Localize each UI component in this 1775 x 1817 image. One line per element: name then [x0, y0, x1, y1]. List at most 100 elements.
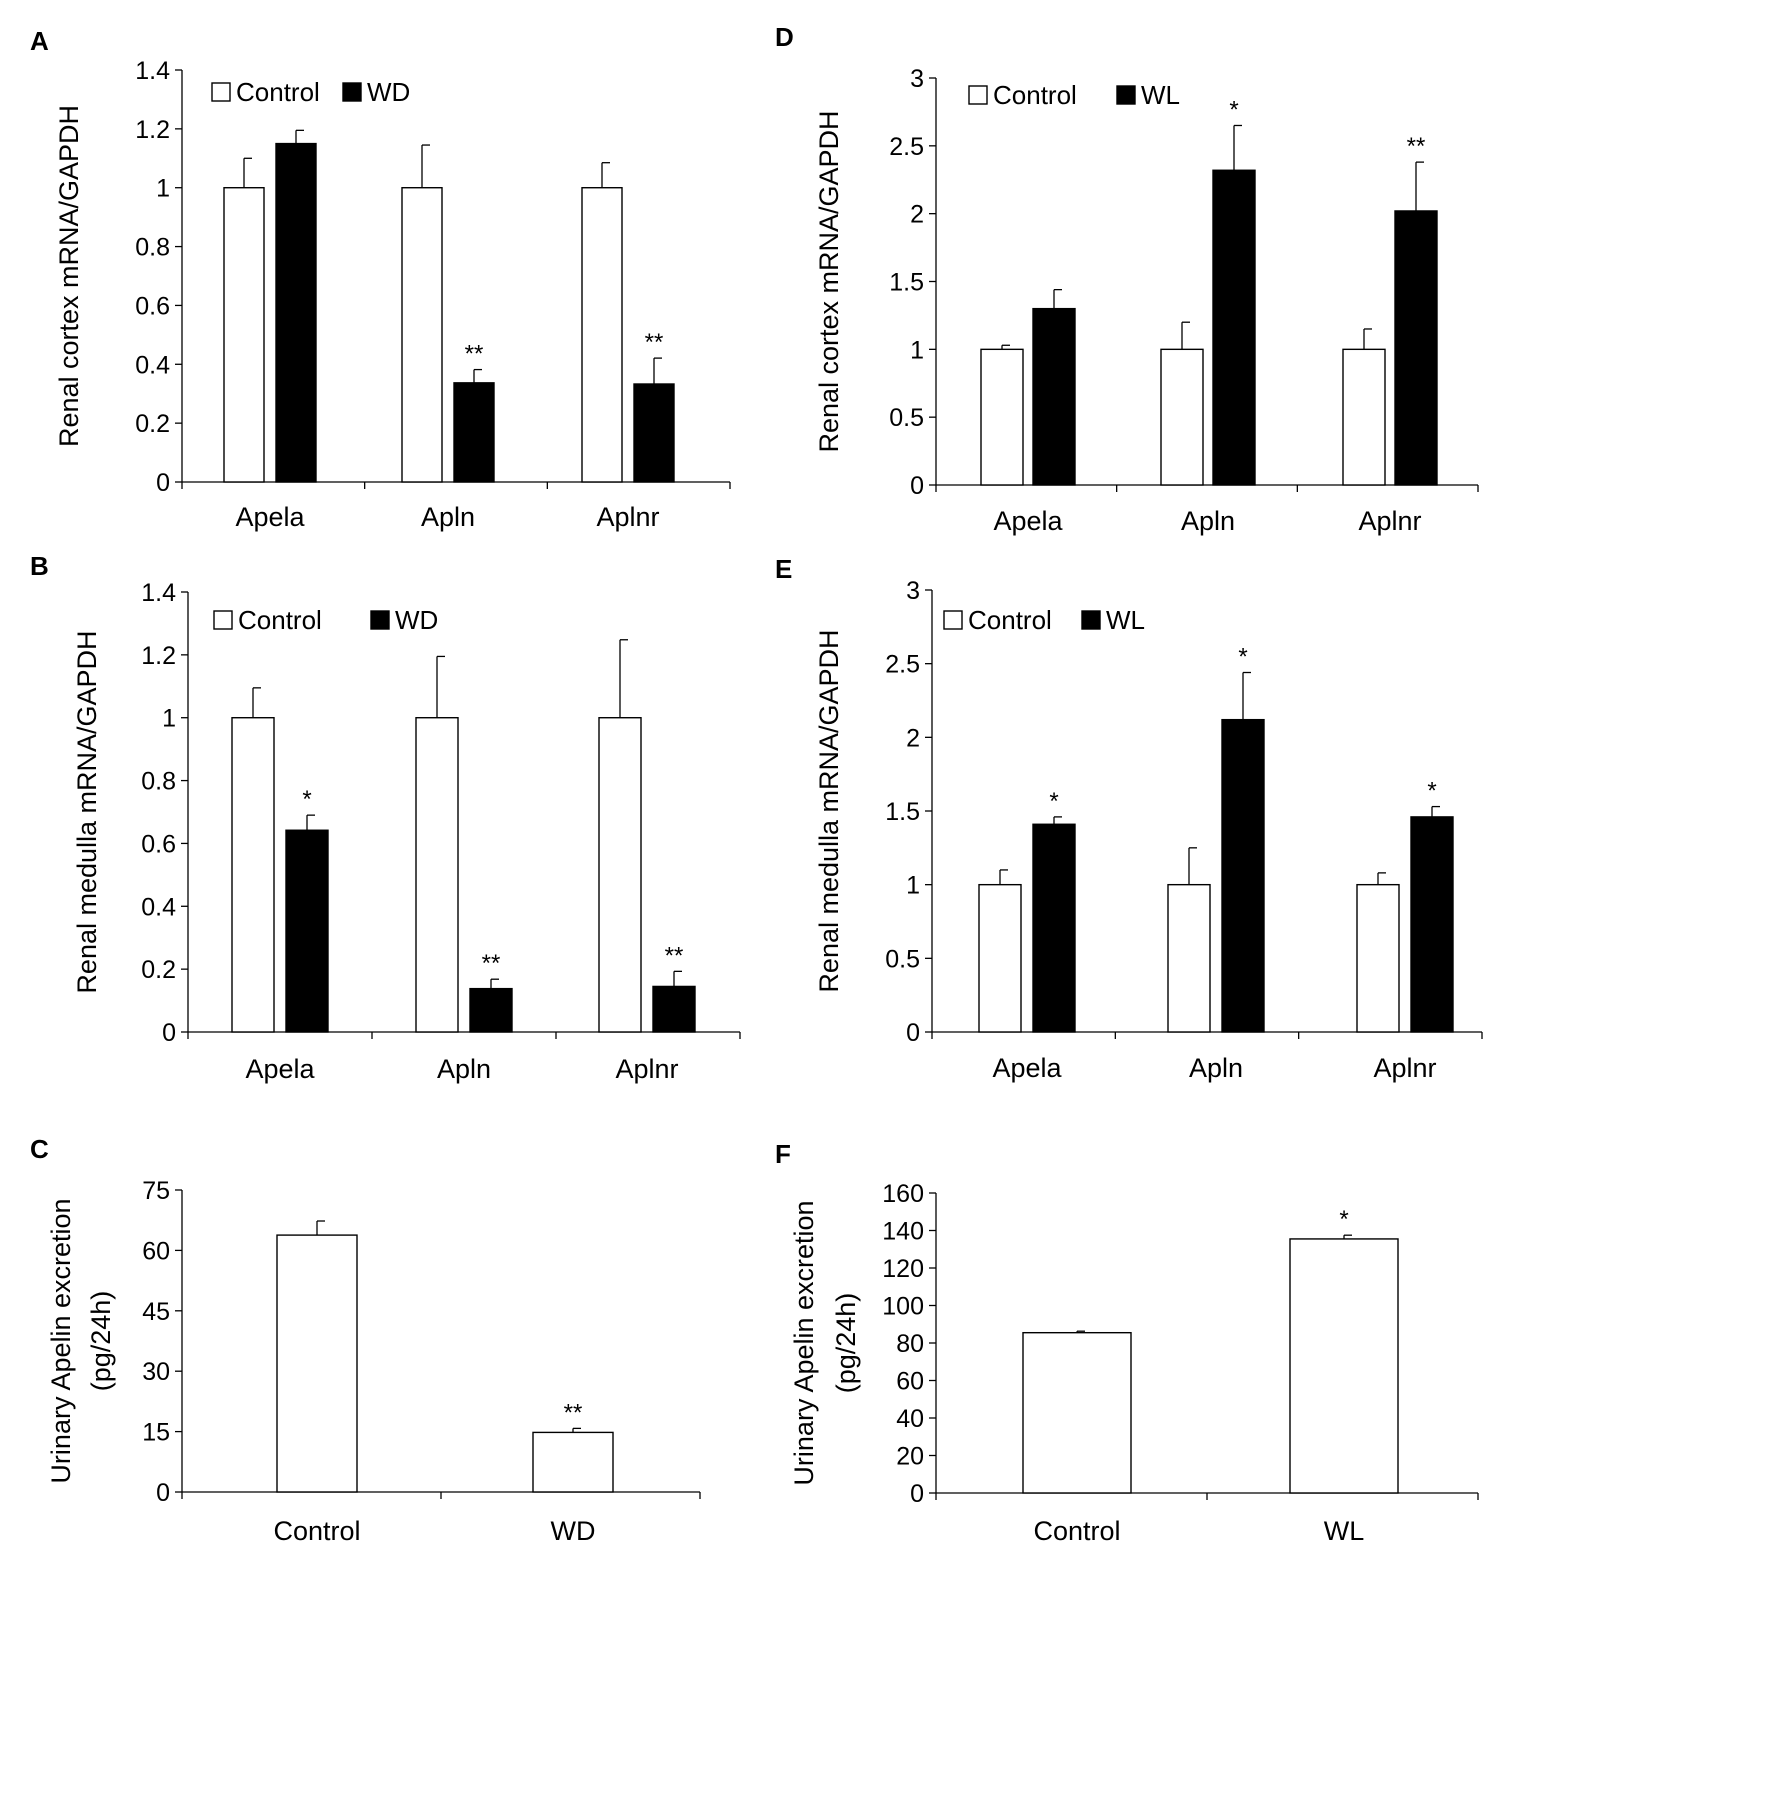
significance-label: * — [302, 786, 311, 813]
y-tick-label: 1.5 — [885, 798, 920, 826]
significance-label: * — [1427, 778, 1436, 805]
y-tick-label: 15 — [142, 1419, 170, 1447]
y-tick-label: 75 — [142, 1177, 170, 1205]
panel-a: A Renal cortex mRNA/GAPDH 0 0.2 0.4 0.6 0.8 1 1.… — [30, 26, 731, 532]
y-tick-label: 140 — [882, 1218, 924, 1246]
panel-label: A — [30, 26, 49, 56]
x-tick-label: Aplnr — [1358, 506, 1421, 536]
x-tick-label: Control — [273, 1516, 360, 1546]
bar — [532, 1431, 614, 1493]
bar — [276, 1234, 358, 1493]
x-tick-label: Apela — [993, 506, 1063, 536]
bar — [1356, 883, 1400, 1033]
y-tick-label: 0 — [156, 1479, 170, 1507]
y-tick-label: 0.6 — [135, 292, 170, 320]
bar — [453, 382, 495, 483]
y-tick-label: 0 — [156, 469, 170, 497]
y-tick-label: 0.8 — [141, 768, 176, 796]
x-tick-label: Aplnr — [1373, 1053, 1436, 1083]
y-tick-label: 60 — [142, 1237, 170, 1265]
panel-label: D — [775, 22, 794, 52]
bar — [1032, 823, 1076, 1033]
y-tick-label: 0.2 — [141, 956, 176, 984]
y-tick-label: 2.5 — [885, 651, 920, 679]
y-tick-label: 60 — [896, 1368, 924, 1396]
significance-label: * — [1229, 96, 1238, 123]
panel-label: B — [30, 551, 49, 581]
bar — [415, 717, 459, 1033]
y-tick-label: 0.5 — [889, 404, 924, 432]
bar — [1410, 816, 1454, 1033]
y-tick-label: 1 — [156, 175, 170, 203]
legend-swatch-control — [211, 82, 231, 102]
y-tick-label: 0.2 — [135, 410, 170, 438]
y-tick-label: 120 — [882, 1255, 924, 1283]
y-axis-label: Renal medulla mRNA/GAPDH — [72, 630, 102, 993]
bar — [652, 985, 696, 1033]
significance-label: ** — [482, 950, 501, 977]
y-tick-label: 1.2 — [141, 642, 176, 670]
y-tick-label: 30 — [142, 1358, 170, 1386]
y-tick-label: 45 — [142, 1298, 170, 1326]
y-axis-label: Renal medulla mRNA/GAPDH — [814, 629, 844, 992]
y-axis-label-line: Urinary Apelin excretion — [789, 1200, 819, 1485]
x-tick-label: WL — [1324, 1516, 1365, 1546]
y-tick-label: 0.6 — [141, 830, 176, 858]
legend-swatch-treated — [1081, 610, 1101, 630]
significance-label: ** — [1407, 133, 1426, 160]
bar — [1167, 883, 1211, 1033]
bar — [1160, 348, 1204, 486]
y-axis-label-line: (pg/24h) — [86, 1291, 116, 1392]
panel-label: E — [775, 554, 792, 584]
bar — [285, 829, 329, 1033]
panel-b: B Renal medulla mRNA/GAPDH 0 0.2 0.4 0.6 0.8 1 1… — [30, 551, 741, 1084]
panel-d: D Renal cortex mRNA/GAPDH 0 0.5 1 1.5 2 2.5 3 Ape… — [775, 22, 1479, 536]
bar — [469, 987, 513, 1033]
bar — [1289, 1238, 1399, 1494]
legend-swatch-control — [943, 610, 963, 630]
bar — [978, 883, 1022, 1033]
y-tick-label: 0 — [906, 1019, 920, 1047]
legend-label: Control — [238, 605, 322, 635]
y-tick-label: 1 — [906, 872, 920, 900]
x-tick-label: WD — [551, 1516, 596, 1546]
y-tick-label: 0.4 — [141, 893, 176, 921]
y-tick-label: 0.4 — [135, 351, 170, 379]
bar — [581, 187, 623, 483]
significance-label: ** — [645, 329, 664, 356]
y-tick-label: 2.5 — [889, 133, 924, 161]
x-tick-label: Apela — [992, 1053, 1062, 1083]
y-tick-label: 80 — [896, 1330, 924, 1358]
y-axis-label: Renal cortex mRNA/GAPDH — [814, 110, 844, 452]
y-tick-label: 2 — [910, 201, 924, 229]
bar — [1032, 307, 1076, 486]
y-axis-label-line: (pg/24h) — [831, 1293, 861, 1394]
panel-f: F Urinary Apelin excretion (pg/24h) 0 20 40 60… — [775, 1139, 1479, 1546]
y-tick-label: 0.5 — [885, 945, 920, 973]
legend-label: WD — [367, 77, 410, 107]
legend-swatch-treated — [370, 610, 390, 630]
y-tick-label: 0 — [910, 472, 924, 500]
y-tick-label: 1 — [162, 705, 176, 733]
y-tick-label: 1 — [910, 336, 924, 364]
bar — [1394, 210, 1438, 486]
legend-swatch-control — [968, 85, 988, 105]
y-tick-label: 40 — [896, 1405, 924, 1433]
bar — [633, 383, 675, 483]
panel-label: C — [30, 1134, 49, 1164]
y-tick-label: 100 — [882, 1293, 924, 1321]
bar — [1221, 718, 1265, 1033]
y-tick-label: 0.8 — [135, 234, 170, 262]
legend-label: WL — [1106, 605, 1145, 635]
bar — [1022, 1331, 1132, 1494]
panel-e: E Renal medulla mRNA/GAPDH 0 0.5 1 1.5 2 2.5 3 Ap… — [775, 554, 1483, 1083]
bar — [275, 142, 317, 483]
panel-label: F — [775, 1139, 791, 1169]
y-tick-label: 0 — [162, 1019, 176, 1047]
x-tick-label: Aplnr — [615, 1054, 678, 1084]
bar — [980, 348, 1024, 486]
legend-label: Control — [993, 80, 1077, 110]
x-tick-label: Apln — [1189, 1053, 1243, 1083]
significance-label: * — [1339, 1206, 1348, 1233]
